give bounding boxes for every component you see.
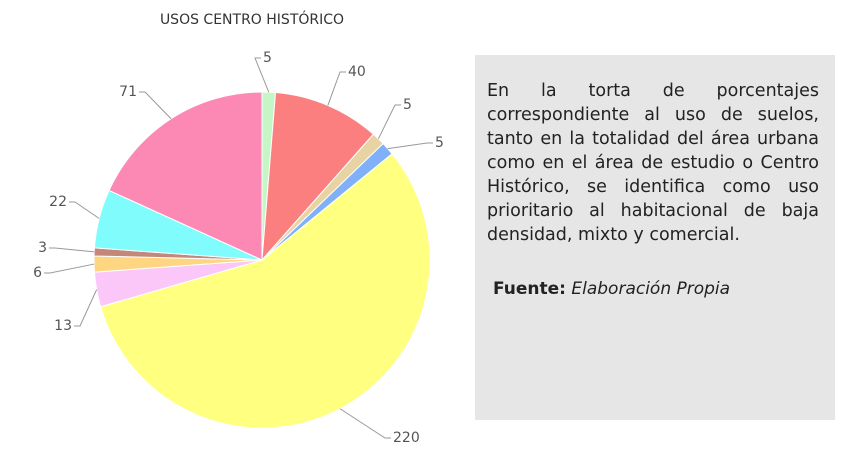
source-text: Elaboración Propia — [571, 279, 731, 299]
data-label: 22 — [49, 194, 67, 210]
data-label: 13 — [54, 318, 72, 334]
data-label: 5 — [403, 97, 412, 113]
data-label: 6 — [33, 265, 42, 281]
text-box: En la torta de porcentajes correspondien… — [475, 55, 835, 420]
data-label: 5 — [263, 50, 272, 66]
leader-line — [69, 201, 100, 219]
paragraph: En la torta de porcentajes correspondien… — [487, 81, 819, 245]
data-label: 3 — [38, 240, 47, 256]
data-label: 40 — [348, 64, 366, 80]
leader-line — [254, 57, 270, 93]
pie-slice — [100, 153, 431, 429]
leader-line — [139, 91, 172, 120]
leader-line — [387, 142, 433, 150]
leader-line — [44, 263, 95, 274]
data-label: 220 — [393, 430, 420, 446]
source-label: Fuente: — [493, 279, 566, 299]
source: Fuente: Elaboración Propia — [487, 279, 819, 299]
pie-slice — [108, 91, 263, 261]
leader-line — [74, 289, 98, 327]
leader-line — [327, 71, 346, 106]
data-label: 71 — [119, 84, 137, 100]
chart: USOS CENTRO HISTÓRICO 5 40 5 5 220 13 6 3 22 71 — [33, 10, 444, 446]
leader-line — [339, 408, 391, 439]
leader-line — [377, 104, 401, 140]
leader-line — [49, 247, 95, 253]
pie-slice — [261, 92, 375, 262]
data-label: 5 — [435, 135, 444, 151]
chart-title: USOS CENTRO HISTÓRICO — [160, 10, 344, 28]
